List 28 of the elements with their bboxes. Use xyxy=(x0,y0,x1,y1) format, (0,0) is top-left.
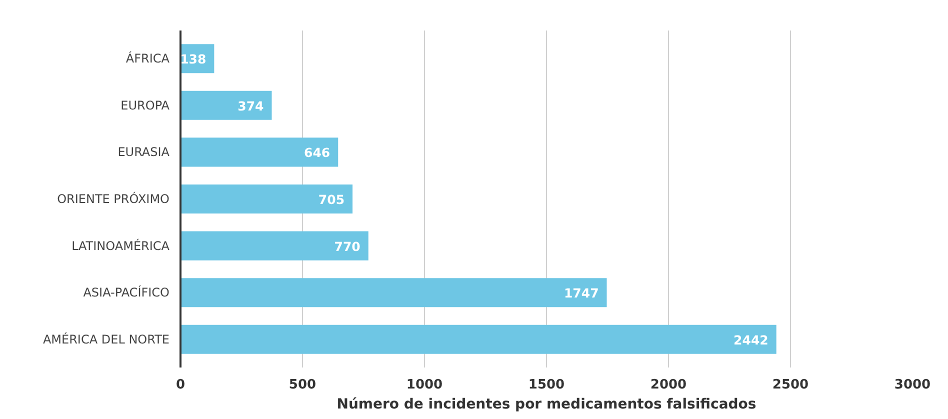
x-tick-label: 2000 xyxy=(650,378,687,392)
y-tick-label: ORIENTE PRÓXIMO xyxy=(57,191,170,206)
data-label: 646 xyxy=(304,145,330,160)
data-label: 2442 xyxy=(734,332,768,348)
data-label: 138 xyxy=(180,52,206,67)
x-tick-label: 3000 xyxy=(894,378,931,392)
y-tick-label: ÁFRICA xyxy=(126,50,170,66)
bar xyxy=(180,278,607,308)
y-tick-label: EURASIA xyxy=(118,145,170,160)
bar xyxy=(180,231,368,260)
bar xyxy=(180,90,272,120)
x-tick-label: 0 xyxy=(176,378,186,392)
bar xyxy=(180,324,776,354)
x-tick-label: 2500 xyxy=(772,378,809,392)
y-tick-label: ASIA-PACÍFICO xyxy=(83,284,170,300)
data-label: 1747 xyxy=(564,286,599,301)
x-tick-label: 500 xyxy=(288,378,316,392)
bar xyxy=(180,184,353,214)
x-axis-title: Número de incidentes por medicamentos falsificados xyxy=(336,396,756,412)
y-tick-label: AMÉRICA DEL NORTE xyxy=(42,331,170,346)
bar xyxy=(180,138,338,167)
x-tick-label: 1000 xyxy=(406,378,443,392)
data-label: 705 xyxy=(318,192,345,207)
x-tick-label: 1500 xyxy=(528,378,565,392)
data-label: 770 xyxy=(334,238,361,254)
y-tick-label: LATINOAMÉRICA xyxy=(72,238,170,253)
data-label: 374 xyxy=(238,98,264,114)
y-tick-label: EUROPA xyxy=(120,98,170,112)
